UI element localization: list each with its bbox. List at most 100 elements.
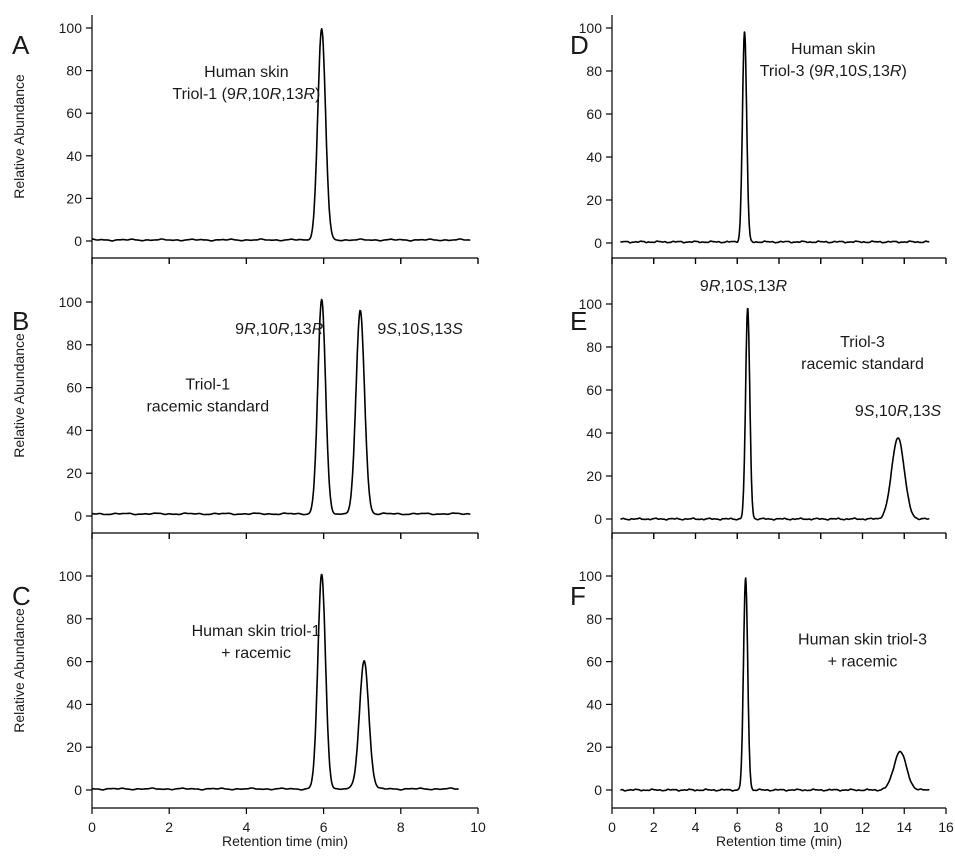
y-tick-label: 60 [586, 106, 602, 122]
annotation-segment: R [303, 86, 315, 103]
y-axis-label: Relative Abundance [11, 74, 27, 199]
y-tick-label: 40 [66, 696, 82, 712]
panel-letter: F [570, 581, 586, 611]
chromatogram-trace [619, 307, 930, 521]
x-tick-label: 0 [88, 819, 96, 835]
x-tick-label: 10 [813, 819, 829, 835]
y-tick-label: 20 [66, 465, 82, 481]
peak-annotation: Human skin Triol-1 (9R,10R,13R) [172, 64, 320, 103]
panel-c: 0 20 40 60 80 100 0 2 4 6 8 10 Relative Abundance Ret… [11, 533, 486, 849]
y-axis-label: Relative Abundance [11, 608, 27, 733]
x-tick-label: 14 [896, 819, 912, 835]
panel-letter: A [12, 30, 30, 60]
annotation-segment: ,13 [908, 403, 930, 420]
annotation-segment: Triol-1 (9 [172, 86, 236, 103]
annotation-segment: R [897, 403, 909, 420]
y-tick-label: 100 [579, 568, 603, 584]
annotation-segment: S [743, 278, 754, 295]
annotation-segment: 9 [700, 278, 709, 295]
y-tick-label: 60 [66, 654, 82, 670]
y-tick-label: 60 [586, 382, 602, 398]
y-tick-label: 60 [66, 105, 82, 121]
y-tick-label: 0 [594, 782, 602, 798]
peak-annotation: 9S,10R,13S [855, 403, 942, 420]
peak-annotation: 9R,10R,13R [235, 321, 324, 338]
annotation-segment: Triol-3 [840, 334, 885, 351]
panel-letter: C [12, 581, 31, 611]
peak-annotation: Human skin Triol-3 (9R,10S,13R) [760, 41, 907, 80]
annotation-segment: S [419, 321, 430, 338]
panel-letter: B [12, 306, 29, 336]
annotation-segment: R [709, 278, 721, 295]
x-axis-label: Retention time (min) [222, 833, 348, 849]
x-tick-label: 2 [165, 819, 173, 835]
annotation-segment: R [890, 63, 902, 80]
x-tick-label: 4 [243, 819, 251, 835]
x-tick-label: 2 [650, 819, 658, 835]
annotation-segment: R [312, 321, 324, 338]
annotation-segment: + racemic [828, 653, 898, 670]
y-tick-label: 100 [59, 294, 83, 310]
x-tick-label: 6 [733, 819, 741, 835]
y-tick-label: 20 [586, 192, 602, 208]
y-tick-label: 40 [66, 148, 82, 164]
y-tick-label: 40 [586, 425, 602, 441]
y-tick-label: 100 [579, 20, 603, 36]
y-tick-label: 100 [579, 296, 603, 312]
annotation-segment: ,13 [289, 321, 311, 338]
annotation-segment: ,13 [281, 86, 303, 103]
annotation-segment: S [452, 321, 463, 338]
x-tick-label: 10 [470, 819, 486, 835]
x-tick-label: 6 [320, 819, 328, 835]
peak-annotation: Triol-1 racemic standard [146, 377, 269, 416]
x-tick-label: 8 [775, 819, 783, 835]
y-tick-label: 0 [594, 511, 602, 527]
annotation-segment: S [864, 403, 875, 420]
annotation-segment: ,13 [430, 321, 452, 338]
peak-annotation: Human skin triol-1 + racemic [192, 623, 321, 662]
y-tick-label: 40 [586, 149, 602, 165]
y-tick-label: 100 [59, 568, 83, 584]
y-tick-label: 60 [66, 380, 82, 396]
x-tick-label: 12 [855, 819, 871, 835]
y-tick-label: 80 [66, 611, 82, 627]
y-tick-label: 60 [586, 654, 602, 670]
annotation-segment: R [270, 86, 282, 103]
annotation-segment: Human skin [204, 64, 288, 81]
annotation-segment: Triol-1 [185, 377, 230, 394]
y-tick-label: 40 [66, 422, 82, 438]
y-tick-label: 0 [594, 235, 602, 251]
annotation-segment: ,10 [720, 278, 742, 295]
y-tick-label: 0 [74, 233, 82, 249]
y-tick-label: 0 [74, 508, 82, 524]
annotation-segment: ,13 [753, 278, 775, 295]
annotation-segment: ,10 [397, 321, 419, 338]
annotation-segment: ,10 [835, 63, 857, 80]
annotation-segment: Human skin triol-3 [798, 631, 927, 648]
annotation-segment: S [857, 63, 868, 80]
y-tick-label: 80 [586, 611, 602, 627]
peak-annotation: Triol-3 racemic standard [801, 334, 924, 373]
peak-annotation: Human skin triol-3 + racemic [798, 631, 927, 670]
chromatogram-trace [619, 577, 930, 792]
annotation-segment: R [823, 63, 835, 80]
peak-annotation: 9S,10S,13S [377, 321, 463, 338]
annotation-segment: ,10 [874, 403, 896, 420]
panel-a: 0 20 40 60 80 100 Relative Abundance A Human ski… [11, 15, 479, 264]
annotation-segment: R [278, 321, 290, 338]
panel-f: 0 20 40 60 80 100 0 2 4 6 8 10 12 14 16 Retention time … [570, 533, 954, 849]
annotation-segment: + racemic [221, 645, 291, 662]
chromatogram-trace [91, 573, 460, 791]
y-tick-label: 80 [586, 339, 602, 355]
annotation-segment: 9 [235, 321, 244, 338]
y-tick-label: 20 [66, 190, 82, 206]
y-tick-label: 20 [66, 739, 82, 755]
annotation-segment: ,13 [868, 63, 890, 80]
x-tick-label: 4 [692, 819, 700, 835]
annotation-segment: ,10 [247, 86, 269, 103]
y-axis-label: Relative Abundance [11, 333, 27, 458]
chromatogram-trace [619, 31, 930, 244]
annotation-segment: 9 [377, 321, 386, 338]
y-tick-label: 80 [66, 63, 82, 79]
